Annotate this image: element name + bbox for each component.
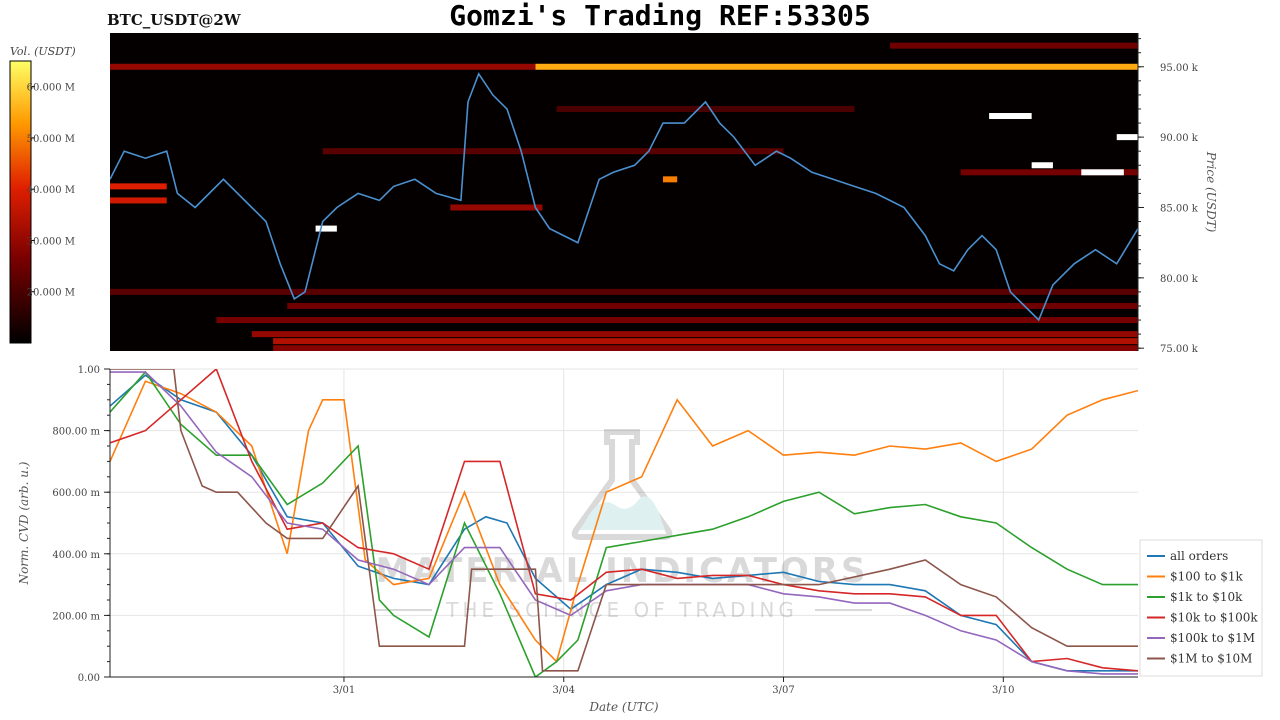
liquidity-band: [315, 225, 337, 232]
liquidity-band: [273, 338, 1138, 345]
liquidity-band: [110, 288, 1138, 295]
flask-liquid: [580, 496, 665, 530]
liquidity-band: [1081, 169, 1124, 176]
price-axis-label: Price (USDT): [1204, 151, 1218, 233]
liquidity-band: [450, 204, 543, 211]
cvd-y-axis-label: Norm. CVD (arb. u.): [17, 461, 31, 585]
cvd-lines: [110, 369, 1138, 677]
cvd-y-tick-label: 1.00: [78, 365, 100, 376]
cvd-series-line: [110, 369, 1138, 672]
liquidity-bands: [110, 42, 1138, 351]
liquidity-band: [556, 105, 855, 112]
cvd-y-ticks: 1.00 800.00 m 600.00 m 400.00 m 200.00 m 0.00: [52, 365, 110, 684]
cvd-plot-area: [110, 369, 1138, 677]
legend-label: all orders: [1170, 549, 1228, 563]
pair-label: BTC_USDT@2W: [107, 11, 242, 29]
liquidity-band: [216, 317, 1138, 324]
cvd-x-axis-label: Date (UTC): [588, 700, 658, 714]
cvd-x-tick-label: 3/01: [333, 685, 355, 696]
legend-items: all orders $100 to $1k $1k to $10k $10k to …: [1147, 549, 1258, 666]
cvd-x-tick-label: 3/10: [992, 685, 1014, 696]
cvd-x-tick-label: 3/04: [553, 685, 575, 696]
liquidity-band: [889, 42, 1138, 49]
liquidity-band: [287, 302, 1138, 309]
liquidity-band: [960, 169, 1138, 176]
cvd-series-line: [110, 380, 1138, 664]
legend-label: $1M to $10M: [1170, 652, 1252, 666]
colorbar-label: Vol. (USDT): [10, 45, 76, 58]
liquidity-band: [110, 63, 536, 70]
colorbar-tick-label: 60.000 M: [27, 83, 75, 94]
price-tick-label: 90.00 k: [1160, 133, 1199, 144]
liquidity-band: [110, 197, 167, 204]
legend-label: $1k to $10k: [1170, 590, 1243, 604]
colorbar-tick-label: 50.000 M: [27, 134, 75, 145]
price-tick-label: 85.00 k: [1160, 203, 1199, 214]
heatmap-background: [110, 33, 1138, 351]
liquidity-band: [662, 176, 678, 183]
cvd-y-tick-label: 200.00 m: [52, 611, 100, 622]
price-tick-label: 80.00 k: [1160, 274, 1199, 285]
liquidity-band: [322, 148, 784, 155]
colorbar: [9, 60, 32, 344]
liquidity-band: [1031, 162, 1053, 169]
liquidity-band: [110, 183, 167, 190]
cvd-y-tick-label: 600.00 m: [52, 488, 100, 499]
watermark-line2: THE SCIENCE OF TRADING: [445, 598, 798, 622]
chart-title: Gomzi's Trading REF:53305: [449, 0, 870, 32]
colorbar-tick-label: 40.000 M: [27, 185, 75, 196]
liquidity-band: [989, 113, 1032, 120]
price-line-group: [110, 72, 1138, 322]
legend-label: $100 to $1k: [1170, 570, 1243, 584]
colorbar-tick-label: 30.000 M: [27, 236, 75, 247]
cvd-x-tick-label: 3/07: [772, 685, 794, 696]
price-axis-ticks: 95.00 k 90.00 k 85.00 k 80.00 k 75.00 k: [1138, 38, 1199, 355]
colorbar-ticks: 60.000 M 50.000 M 40.000 M 30.000 M 20.000 M: [27, 83, 75, 299]
cvd-y-tick-label: 800.00 m: [52, 427, 100, 438]
legend-label: $100k to $1M: [1170, 631, 1255, 645]
cvd-y-tick-label: 400.00 m: [52, 550, 100, 561]
liquidity-band: [1116, 134, 1138, 141]
price-tick-label: 75.00 k: [1160, 344, 1199, 355]
price-tick-label: 95.00 k: [1160, 63, 1199, 74]
price-line: [110, 72, 1138, 322]
legend: [1139, 539, 1263, 677]
liquidity-band: [251, 331, 1138, 338]
cvd-series-line: [110, 370, 1138, 677]
colorbar-tick-label: 20.000 M: [27, 288, 75, 299]
cvd-y-tick-label: 0.00: [78, 673, 100, 684]
liquidity-band: [273, 345, 1138, 351]
liquidity-band: [535, 63, 1138, 70]
cvd-series-line: [110, 369, 1138, 672]
cvd-x-ticks: 3/01 3/04 3/07 3/10: [333, 677, 1015, 696]
legend-label: $10k to $100k: [1170, 611, 1258, 625]
cvd-series-line: [110, 371, 1138, 675]
